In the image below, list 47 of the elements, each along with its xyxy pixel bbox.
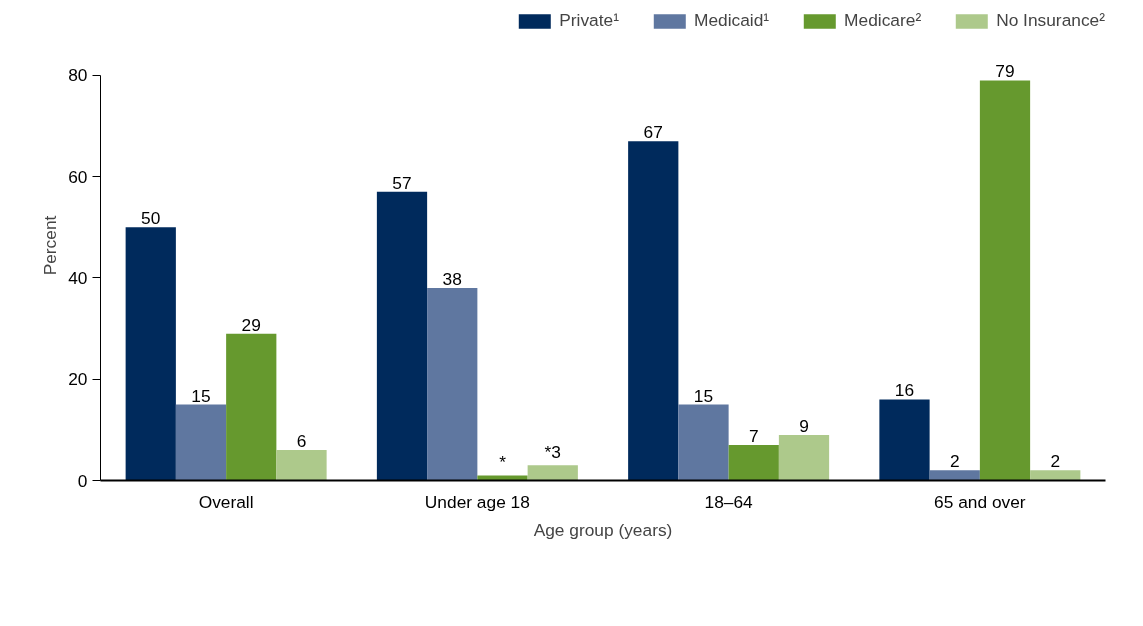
legend-label: Medicaid¹ xyxy=(693,10,770,31)
y-tick-label: 20 xyxy=(68,369,88,390)
y-tick-label: 0 xyxy=(77,470,88,491)
data-label: 57 xyxy=(392,172,412,193)
bar xyxy=(477,475,528,481)
legend-label: No Insurance² xyxy=(996,10,1105,31)
data-label: 15 xyxy=(693,385,714,406)
bar xyxy=(527,465,578,481)
data-label: 16 xyxy=(894,380,915,401)
data-label: 7 xyxy=(748,426,759,447)
bar xyxy=(175,404,227,481)
bar xyxy=(376,191,428,481)
data-label: 6 xyxy=(296,431,307,452)
bar xyxy=(728,445,779,481)
bar xyxy=(778,434,830,481)
data-label: 29 xyxy=(241,314,261,335)
data-label: *3 xyxy=(544,442,561,463)
x-tick-label: 18–64 xyxy=(704,491,754,512)
data-label: 2 xyxy=(1050,451,1061,472)
bar xyxy=(427,288,478,481)
bar xyxy=(226,333,277,481)
bar xyxy=(879,399,930,481)
data-label: 38 xyxy=(442,269,462,290)
legend-label: Medicare² xyxy=(844,10,922,31)
y-axis-title: Percent xyxy=(40,215,61,276)
legend-label: Private¹ xyxy=(559,10,619,31)
bar xyxy=(929,470,980,481)
data-label: 9 xyxy=(799,415,809,436)
x-tick-label: Overall xyxy=(198,491,254,512)
x-tick-label: 65 and over xyxy=(934,491,1026,512)
data-label: 79 xyxy=(995,61,1015,82)
data-label: * xyxy=(499,452,507,473)
bar xyxy=(276,450,327,481)
y-tick-label: 80 xyxy=(68,65,88,86)
x-axis-title: Age group (years) xyxy=(533,519,673,540)
bar xyxy=(979,80,1031,481)
bar xyxy=(1030,470,1081,481)
data-label: 50 xyxy=(141,208,161,229)
bar xyxy=(125,227,176,481)
data-label: 15 xyxy=(191,385,211,406)
y-tick-label: 40 xyxy=(68,267,88,288)
data-label: 67 xyxy=(643,122,663,143)
data-label: 2 xyxy=(949,451,960,472)
bar xyxy=(628,141,679,481)
bar xyxy=(678,404,729,481)
x-tick-label: Under age 18 xyxy=(424,491,530,512)
y-tick-label: 60 xyxy=(68,166,88,187)
